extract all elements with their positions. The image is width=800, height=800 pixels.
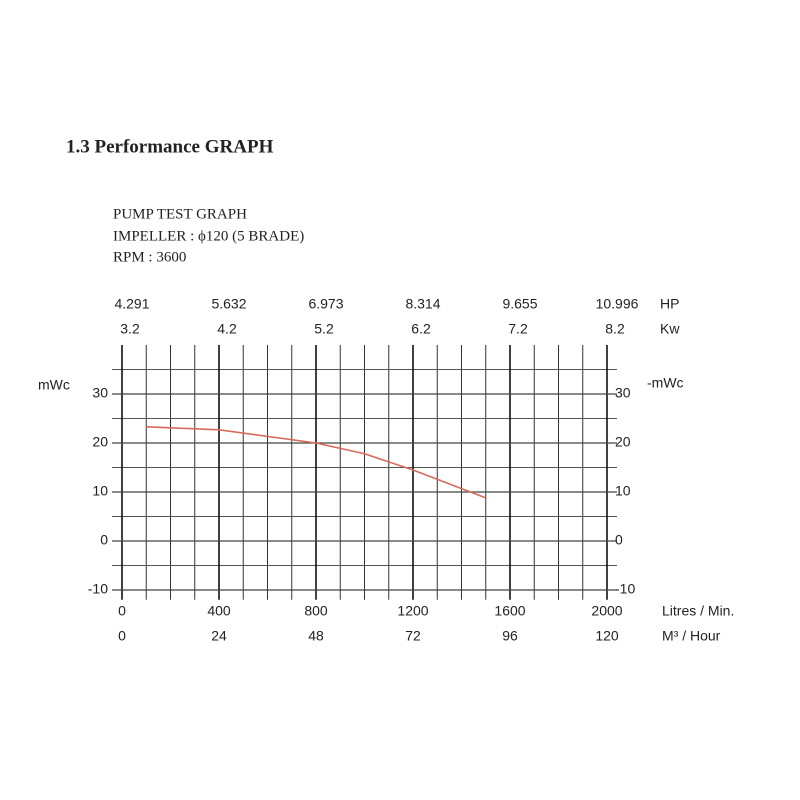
hp-tick-label: 10.996 [596,296,639,312]
x-tick-label: 1600 [494,603,525,619]
y-axis-label: mWc [38,377,70,393]
kw-tick-label: 6.2 [411,321,431,337]
x-tick-label: 0 [118,603,126,619]
x-tick-label: 2000 [591,603,622,619]
kw-label: Kw [660,321,680,337]
y-tick-label: -10 [88,581,108,597]
x2-tick-label: 72 [405,628,421,644]
y2-axis-label: -mWc [647,375,684,391]
hp-tick-label: 4.291 [114,296,149,312]
kw-tick-label: 3.2 [120,321,140,337]
hp-label: HP [660,296,679,312]
kw-tick-label: 5.2 [314,321,334,337]
y2-tick-label: 30 [615,385,631,401]
x-tick-label: 1200 [397,603,428,619]
hp-tick-label: 8.314 [405,296,440,312]
x2-tick-label: 0 [118,628,126,644]
x-tick-label: 800 [304,603,328,619]
x-axis-label: Litres / Min. [662,603,734,619]
curve [146,426,487,499]
info-line: IMPELLER : ϕ120 (5 BRADE) [113,228,304,244]
hp-tick-label: 9.655 [502,296,537,312]
y2-tick-label: 0 [615,532,623,548]
y-tick-label: 20 [92,434,108,450]
x2-tick-label: 24 [211,628,227,644]
info-line: PUMP TEST GRAPH [113,206,247,222]
hp-tick-label: 5.632 [211,296,246,312]
y-tick-label: 10 [92,483,108,499]
kw-tick-label: 4.2 [217,321,237,337]
hp-tick-label: 6.973 [308,296,343,312]
x-tick-label: 400 [207,603,231,619]
y2-tick-label: 10 [615,483,631,499]
info-line: RPM : 3600 [113,249,186,265]
x2-axis-label: M³ / Hour [662,628,721,644]
y2-tick-label: 20 [615,434,631,450]
x2-tick-label: 48 [308,628,324,644]
kw-tick-label: 7.2 [508,321,528,337]
kw-tick-label: 8.2 [605,321,625,337]
y-tick-label: 30 [92,385,108,401]
y2-tick-label: -10 [615,581,635,597]
x2-tick-label: 120 [595,628,619,644]
y-tick-label: 0 [100,532,108,548]
x2-tick-label: 96 [502,628,518,644]
section-title: 1.3 Performance GRAPH [66,136,274,157]
